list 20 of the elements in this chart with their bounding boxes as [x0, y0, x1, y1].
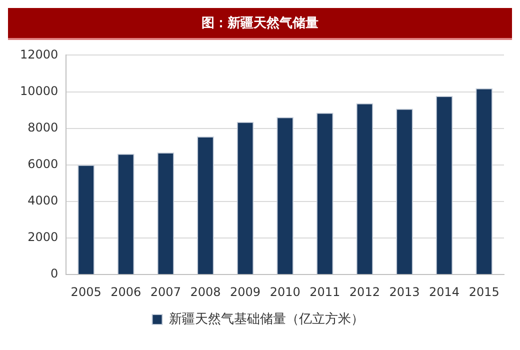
x-tick-label: 2014: [429, 284, 460, 299]
x-tick-label: 2008: [190, 284, 221, 299]
x-tick-label: 2013: [389, 284, 420, 299]
y-tick-label: 6000: [28, 157, 58, 172]
x-tick-label: 2006: [110, 284, 142, 299]
legend-label: 新疆天然气基础储量（亿立方米）: [168, 310, 364, 327]
y-tick-label: 4000: [28, 194, 58, 208]
y-tick-label: 12000: [20, 47, 58, 62]
x-tick-label: 2010: [270, 284, 300, 299]
y-tick-label: 0: [50, 266, 58, 281]
x-tick-label: 2007: [150, 284, 181, 299]
y-tick-label: 8000: [28, 120, 58, 134]
x-tick-label: 2005: [70, 284, 102, 299]
x-tick-label: 2011: [310, 284, 340, 299]
chart-title: 图：新疆天然气储量: [8, 8, 512, 40]
x-tick-label: 2015: [468, 284, 500, 299]
x-tick-label: 2012: [349, 284, 380, 299]
y-tick-label: 2000: [28, 230, 58, 244]
x-tick-label: 2009: [230, 284, 261, 299]
y-tick-label: 10000: [20, 84, 58, 98]
